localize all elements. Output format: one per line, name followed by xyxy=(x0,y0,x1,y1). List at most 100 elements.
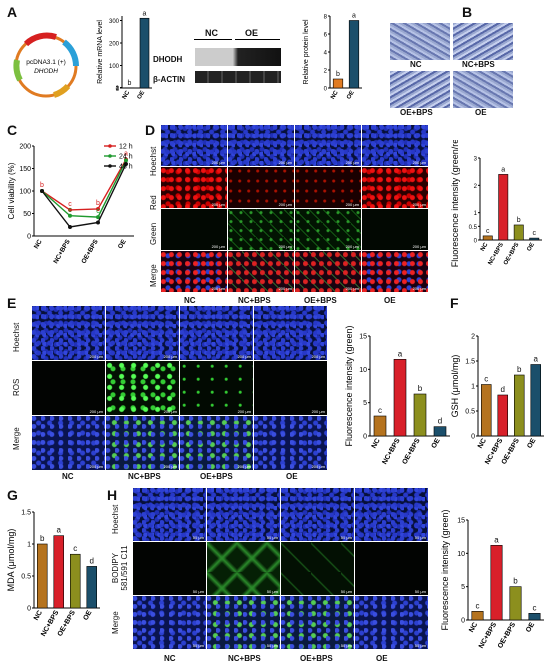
panel-d-image-r2-c3: 200 μm xyxy=(361,208,429,251)
y-tick-label: 3 xyxy=(474,157,478,163)
x-tick-label: OE+BPS xyxy=(497,621,518,650)
scale-bar-label: 200 μm xyxy=(412,244,426,249)
y-tick-label: 5 xyxy=(363,400,367,407)
significance-letter: a xyxy=(494,535,499,544)
series-line-12 h xyxy=(41,159,127,211)
y-tick-label: 10 xyxy=(457,551,465,558)
y-tick-label: 15 xyxy=(457,518,465,525)
panel-b-image-nc xyxy=(389,22,451,61)
y-tick-label: 200 xyxy=(19,144,31,151)
scale-bar-label: 50 μm xyxy=(340,535,352,540)
scale-bar-label: 200 μm xyxy=(311,409,325,414)
y-tick-label: 2 xyxy=(474,184,478,190)
panel-h-image-r2-c2: 50 μm xyxy=(280,595,355,650)
panel-e-col-nc: NC xyxy=(62,472,74,481)
scale-bar-label: 200 μm xyxy=(211,286,225,291)
legend-marker xyxy=(108,164,112,168)
panel-e-image-r0-c2: 200 μm xyxy=(179,305,254,361)
series-point xyxy=(68,225,72,229)
bar-OE xyxy=(139,17,150,89)
panel-label-c: C xyxy=(7,122,18,138)
x-tick-label: NC xyxy=(371,438,382,450)
panel-d-row-hoechst: Hoechst xyxy=(149,146,158,176)
scale-bar-label: 200 μm xyxy=(89,409,103,414)
y-tick-label: 0.5 xyxy=(21,574,31,581)
panel-d-image-r3-c2: 200 μm xyxy=(294,250,362,293)
significance-letter: c xyxy=(476,601,480,610)
bar-OE xyxy=(528,613,541,621)
x-tick-label: NC xyxy=(330,89,340,100)
significance-letter: c xyxy=(378,406,382,415)
scale-bar-label: 50 μm xyxy=(414,643,426,648)
panel-d-row-green: Green xyxy=(149,222,158,245)
scale-bar-label: 200 μm xyxy=(311,464,325,469)
panel-e-image-r2-c2: 200 μm xyxy=(179,415,254,471)
significance-letter: a xyxy=(352,13,356,20)
panel-h-row-bodipy: BODIPY 581/591 C11 xyxy=(111,545,129,591)
plasmid-map: pcDNA3.1 (+) DHODH xyxy=(13,32,79,98)
scale-bar-label: 200 μm xyxy=(412,286,426,291)
y-axis-label: Fluorescence intensity (green) xyxy=(440,509,450,630)
legend-label: 24 h xyxy=(119,154,133,161)
bar-OE xyxy=(530,364,542,437)
panel-d-image-r1-c1: 200 μm xyxy=(227,166,295,209)
significance-letter: b xyxy=(96,200,100,207)
series-point xyxy=(124,162,128,166)
x-tick-label: OE xyxy=(525,621,536,634)
y-tick-label: 0 xyxy=(116,87,120,93)
scale-bar-label: 50 μm xyxy=(192,535,204,540)
scale-bar-label: 200 μm xyxy=(345,244,359,249)
panel-label-g: G xyxy=(7,487,18,503)
x-tick-label: NC+BPS xyxy=(52,238,72,265)
panel-d-row-red: Red xyxy=(149,195,158,210)
y-axis-label: MDA (μmol/mg) xyxy=(6,529,16,592)
panel-d-col-oe-bps: OE+BPS xyxy=(304,296,337,305)
scale-bar-label: 200 μm xyxy=(237,354,251,359)
panel-d-image-r0-c3: 200 μm xyxy=(361,124,429,167)
y-tick-label: 100 xyxy=(19,189,31,196)
panel-d-image-r2-c0: 200 μm xyxy=(160,208,228,251)
significance-letter: b xyxy=(40,534,45,543)
bar-OE xyxy=(433,426,447,437)
y-tick-label: 0 xyxy=(461,618,465,625)
plasmid-gene: DHODH xyxy=(34,68,58,75)
panel-d-image-r1-c0: 200 μm xyxy=(160,166,228,209)
y-tick-label: 0 xyxy=(27,606,31,613)
panel-label-f: F xyxy=(450,295,459,311)
panel-h-row-hoechst: Hoechst xyxy=(111,504,120,534)
y-tick-label: 1.5 xyxy=(465,359,475,366)
bar-OE xyxy=(529,237,540,241)
legend-marker xyxy=(108,154,112,158)
bar-OE+BPS xyxy=(514,374,525,437)
significance-letter: d xyxy=(438,417,442,426)
x-tick-label: NC xyxy=(468,622,479,634)
significance-letter: c xyxy=(73,544,77,553)
panel-e-image-r2-c3: 200 μm xyxy=(253,415,328,471)
series-point xyxy=(68,207,72,212)
panel-h-image-r0-c2: 50 μm xyxy=(280,487,355,542)
y-tick-label: 0.5 xyxy=(469,225,478,231)
blot-header-oe: OE xyxy=(245,28,259,38)
y-tick-label: 0 xyxy=(474,239,478,245)
panel-label-h: H xyxy=(107,487,118,503)
panel-h-image-r1-c2: 50 μm xyxy=(280,541,355,596)
panel-e-image-r0-c1: 200 μm xyxy=(105,305,180,361)
plasmid-name: pcDNA3.1 (+) xyxy=(26,59,66,66)
panel-h-image-r0-c0: 50 μm xyxy=(132,487,207,542)
bar-NC+BPS xyxy=(497,394,508,437)
series-line-24 h xyxy=(41,160,127,218)
scale-bar-label: 200 μm xyxy=(211,160,225,165)
panel-h-image-r0-c3: 50 μm xyxy=(354,487,429,542)
y-axis-label: Fluorescence intensity (green/red) xyxy=(450,140,460,267)
y-tick-label: 0 xyxy=(27,234,31,241)
panel-d-image-r1-c2: 200 μm xyxy=(294,166,362,209)
significance-letter: b xyxy=(517,217,521,224)
x-tick-label: OE xyxy=(82,609,93,622)
y-tick-label: 10 xyxy=(359,367,367,374)
panel-e-image-r1-c3: 200 μm xyxy=(253,360,328,416)
scale-bar-label: 50 μm xyxy=(266,589,278,594)
scale-bar-label: 50 μm xyxy=(414,589,426,594)
blot-band-dhodh xyxy=(195,48,281,66)
legend-label: 48 h xyxy=(119,164,133,171)
panel-label-a: A xyxy=(7,4,18,20)
